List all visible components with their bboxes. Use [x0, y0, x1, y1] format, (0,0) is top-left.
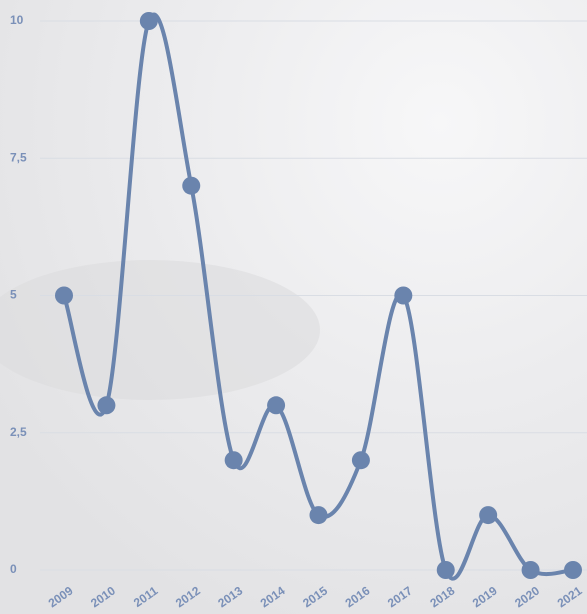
point [309, 506, 328, 525]
line [62, 12, 574, 581]
y-tick-label: 0 [10, 562, 17, 576]
point [55, 286, 73, 305]
point [139, 12, 158, 30]
y-tick-label: 7,5 [10, 150, 27, 164]
point [267, 396, 286, 415]
point [479, 506, 498, 525]
y-tick-label: 5 [10, 288, 17, 302]
y-tick-label: 10 [10, 13, 24, 27]
point [182, 176, 201, 195]
point [224, 451, 243, 470]
point [97, 396, 116, 415]
point [564, 561, 582, 579]
point [436, 561, 455, 579]
point [351, 451, 370, 470]
y-tick-label: 2,5 [10, 425, 27, 439]
point [394, 286, 413, 305]
point [521, 561, 540, 579]
